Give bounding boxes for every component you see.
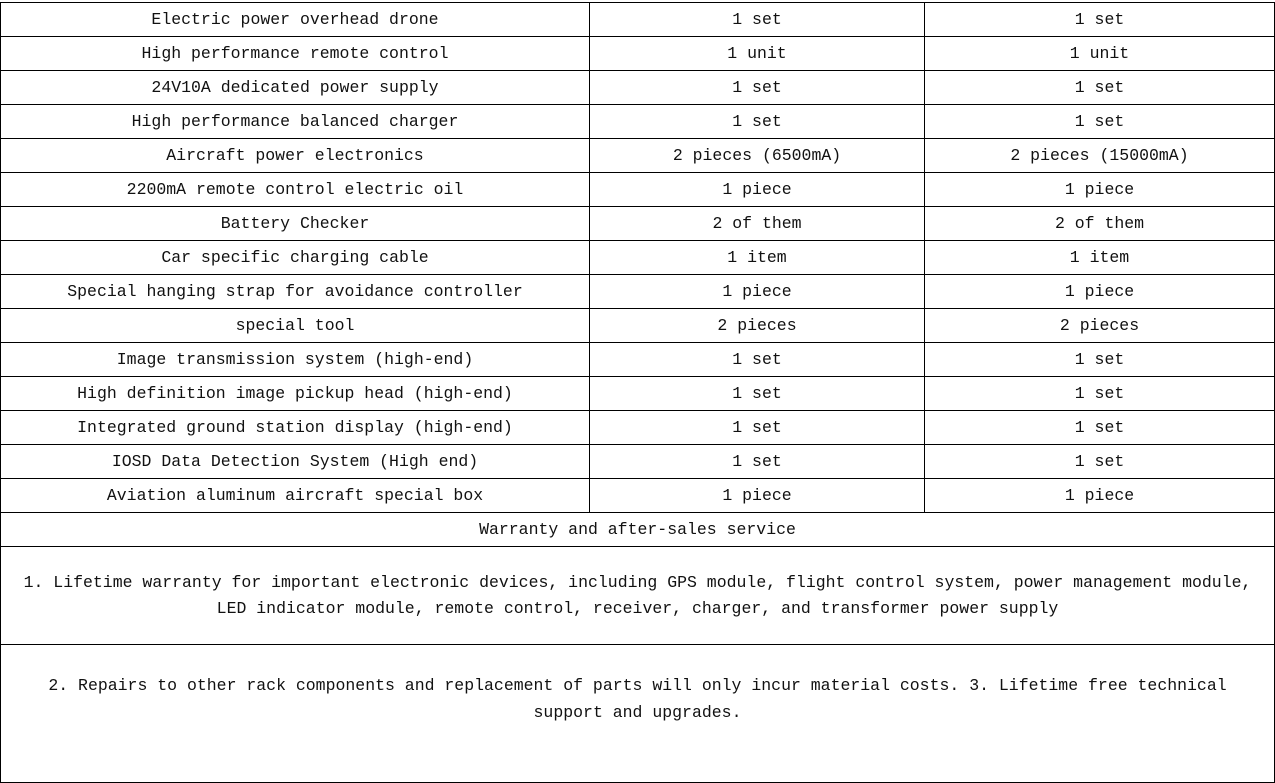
table-row: Car specific charging cable 1 item 1 item <box>0 240 1275 275</box>
item-name-cell: IOSD Data Detection System (High end) <box>0 444 590 479</box>
table-row: IOSD Data Detection System (High end) 1 s… <box>0 444 1275 479</box>
item-name-cell: Car specific charging cable <box>0 240 590 275</box>
item-name-cell: High performance balanced charger <box>0 104 590 139</box>
quantity-a-cell: 1 set <box>589 70 925 105</box>
quantity-a-cell: 2 pieces (6500mA) <box>589 138 925 173</box>
item-name-cell: Battery Checker <box>0 206 590 241</box>
quantity-b-cell: 1 piece <box>924 274 1275 309</box>
quantity-b-cell: 1 item <box>924 240 1275 275</box>
item-name-cell: 24V10A dedicated power supply <box>0 70 590 105</box>
quantity-a-cell: 1 piece <box>589 478 925 513</box>
quantity-a-cell: 2 of them <box>589 206 925 241</box>
table-row: 24V10A dedicated power supply 1 set 1 set <box>0 70 1275 105</box>
table-row: Special hanging strap for avoidance cont… <box>0 274 1275 309</box>
table-row: High definition image pickup head (high-… <box>0 376 1275 411</box>
quantity-b-cell: 2 of them <box>924 206 1275 241</box>
table-row: special tool 2 pieces 2 pieces <box>0 308 1275 343</box>
quantity-a-cell: 1 set <box>589 444 925 479</box>
quantity-b-cell: 1 piece <box>924 478 1275 513</box>
quantity-a-cell: 1 set <box>589 410 925 445</box>
quantity-b-cell: 1 unit <box>924 36 1275 71</box>
item-name-cell: special tool <box>0 308 590 343</box>
quantity-a-cell: 1 piece <box>589 172 925 207</box>
quantity-a-cell: 1 set <box>589 342 925 377</box>
table-row: Integrated ground station display (high-… <box>0 410 1275 445</box>
table-row: 2200mA remote control electric oil 1 piec… <box>0 172 1275 207</box>
table-row: Aviation aluminum aircraft special box 1 … <box>0 478 1275 513</box>
item-name-cell: Aviation aluminum aircraft special box <box>0 478 590 513</box>
quantity-b-cell: 2 pieces <box>924 308 1275 343</box>
item-name-cell: 2200mA remote control electric oil <box>0 172 590 207</box>
table-row: Battery Checker 2 of them 2 of them <box>0 206 1275 241</box>
quantity-b-cell: 1 set <box>924 2 1275 37</box>
quantity-b-cell: 1 set <box>924 104 1275 139</box>
table-row: High performance balanced charger 1 set 1 … <box>0 104 1275 139</box>
quantity-b-cell: 1 set <box>924 376 1275 411</box>
quantity-b-cell: 1 set <box>924 410 1275 445</box>
quantity-b-cell: 1 set <box>924 444 1275 479</box>
warranty-heading: Warranty and after-sales service <box>0 512 1275 547</box>
quantity-a-cell: 1 set <box>589 104 925 139</box>
warranty-note-row: 2. Repairs to other rack components and … <box>0 644 1275 783</box>
item-name-cell: Image transmission system (high-end) <box>0 342 590 377</box>
warranty-note-1: 1. Lifetime warranty for important elect… <box>0 546 1275 645</box>
table-row: Aircraft power electronics 2 pieces (6500… <box>0 138 1275 173</box>
quantity-a-cell: 2 pieces <box>589 308 925 343</box>
quantity-a-cell: 1 set <box>589 376 925 411</box>
item-name-cell: High definition image pickup head (high-… <box>0 376 590 411</box>
quantity-a-cell: 1 piece <box>589 274 925 309</box>
quantity-a-cell: 1 set <box>589 2 925 37</box>
quantity-a-cell: 1 item <box>589 240 925 275</box>
warranty-note-row: 1. Lifetime warranty for important elect… <box>0 546 1275 645</box>
quantity-b-cell: 2 pieces (15000mA) <box>924 138 1275 173</box>
item-name-cell: High performance remote control <box>0 36 590 71</box>
item-name-cell: Integrated ground station display (high-… <box>0 410 590 445</box>
quantity-a-cell: 1 unit <box>589 36 925 71</box>
warranty-note-2: 2. Repairs to other rack components and … <box>0 644 1275 783</box>
table-row: Image transmission system (high-end) 1 se… <box>0 342 1275 377</box>
table-row: High performance remote control 1 unit 1 u… <box>0 36 1275 71</box>
quantity-b-cell: 1 set <box>924 70 1275 105</box>
quantity-b-cell: 1 set <box>924 342 1275 377</box>
warranty-heading-row: Warranty and after-sales service <box>0 512 1275 547</box>
item-name-cell: Electric power overhead drone <box>0 2 590 37</box>
item-name-cell: Special hanging strap for avoidance cont… <box>0 274 590 309</box>
table-row: Electric power overhead drone 1 set 1 set <box>0 2 1275 37</box>
quantity-b-cell: 1 piece <box>924 172 1275 207</box>
item-name-cell: Aircraft power electronics <box>0 138 590 173</box>
